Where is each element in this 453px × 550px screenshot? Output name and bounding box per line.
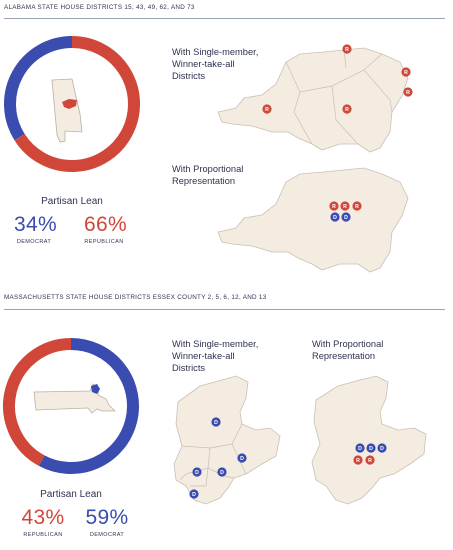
svg-text:D: D: [333, 215, 337, 221]
district-map-proportional-alabama: R R RD D: [217, 167, 409, 273]
republican-seat-marker: R: [365, 455, 375, 465]
section-title-massachusetts: MASSACHUSETTS STATE HOUSE DISTRICTS ESSE…: [4, 294, 267, 301]
republican-seat-marker: R: [352, 201, 362, 211]
republican-seat-marker: R: [340, 201, 350, 211]
district-map-single-member-massachusetts: D D D D D: [173, 375, 281, 505]
district-map-single-member-alabama: R R R R R: [217, 44, 413, 153]
map-title-line: With Single-member,: [172, 47, 259, 57]
map-title-line: Representation: [312, 351, 376, 361]
svg-text:R: R: [345, 47, 349, 53]
section-divider: [4, 18, 445, 19]
district-region: [217, 47, 409, 153]
democrat-seat-marker: D: [377, 443, 387, 453]
highlighted-districts-region: [91, 384, 100, 394]
democrat-label: DEMOCRAT: [16, 239, 52, 245]
democrat-label: DEMOCRAT: [89, 532, 125, 538]
donut-slice-democrat: [38, 338, 139, 474]
republican-percentage: 43%: [21, 506, 65, 529]
district-map-proportional-massachusetts: D D DR R: [311, 375, 427, 505]
map-title-proportional-alabama: With Proportional Representation: [172, 163, 312, 187]
map-title-single-member-massachusetts: With Single-member, Winner-take-all Dist…: [172, 338, 312, 374]
svg-text:R: R: [356, 458, 360, 464]
svg-text:R: R: [343, 204, 347, 210]
republican-seat-marker: R: [342, 44, 352, 54]
democrat-seat-marker: D: [189, 489, 199, 499]
republican-seat-marker: R: [403, 87, 413, 97]
svg-text:D: D: [369, 446, 373, 452]
donut-slice-republican: [14, 36, 140, 172]
svg-text:D: D: [380, 446, 384, 452]
democrat-seat-marker: D: [341, 212, 351, 222]
partisan-lean-title: Partisan Lean: [41, 196, 103, 207]
alabama-state-outline: [51, 78, 83, 143]
district-region: [173, 375, 281, 505]
svg-text:R: R: [345, 107, 349, 113]
donut-slice-republican: [3, 338, 72, 466]
map-title-line: Representation: [172, 176, 236, 186]
district-boundary: [285, 49, 393, 145]
massachusetts-state-outline: [33, 383, 116, 414]
democrat-percentage: 59%: [85, 506, 129, 529]
democrat-seat-marker: D: [217, 467, 227, 477]
partisan-lean-title: Partisan Lean: [40, 489, 102, 500]
map-title-proportional-massachusetts: With Proportional Representation: [312, 338, 452, 362]
democrat-seat-marker: D: [330, 212, 340, 222]
svg-text:R: R: [368, 458, 372, 464]
republican-seat-marker: R: [353, 455, 363, 465]
democrat-percentage: 34%: [14, 213, 57, 236]
svg-text:D: D: [358, 446, 362, 452]
republican-label: REPUBLICAN: [84, 239, 124, 245]
republican-seat-marker: R: [342, 104, 352, 114]
republican-seat-marker: R: [329, 201, 339, 211]
map-title-line: With Proportional: [312, 339, 384, 349]
svg-text:D: D: [220, 470, 224, 476]
map-title-single-member-alabama: With Single-member, Winner-take-all Dist…: [172, 46, 312, 82]
donut-slice-democrat: [4, 36, 73, 141]
map-title-line: With Single-member,: [172, 339, 259, 349]
map-title-line: Districts: [172, 71, 206, 81]
svg-text:R: R: [404, 70, 408, 76]
republican-seat-marker: R: [262, 104, 272, 114]
map-title-line: Districts: [172, 363, 206, 373]
svg-text:D: D: [214, 420, 218, 426]
svg-text:D: D: [195, 470, 199, 476]
district-region: [311, 375, 427, 505]
partisan-lean-donut-alabama: [4, 36, 140, 172]
map-title-line: Winner-take-all: [172, 59, 235, 69]
democrat-seat-marker: D: [192, 467, 202, 477]
svg-text:R: R: [265, 107, 269, 113]
map-title-line: Winner-take-all: [172, 351, 235, 361]
republican-label: REPUBLICAN: [23, 532, 63, 538]
svg-text:R: R: [406, 90, 410, 96]
map-title-line: With Proportional: [172, 164, 244, 174]
svg-text:R: R: [332, 204, 336, 210]
district-region: [217, 167, 409, 273]
democrat-seat-marker: D: [366, 443, 376, 453]
svg-text:D: D: [240, 456, 244, 462]
democrat-seat-marker: D: [355, 443, 365, 453]
partisan-lean-donut-massachusetts: [3, 338, 139, 474]
svg-text:R: R: [355, 204, 359, 210]
svg-text:D: D: [192, 492, 196, 498]
republican-seat-marker: R: [401, 67, 411, 77]
democrat-seat-marker: D: [237, 453, 247, 463]
svg-text:D: D: [344, 215, 348, 221]
republican-percentage: 66%: [84, 213, 127, 236]
democrat-seat-marker: D: [211, 417, 221, 427]
section-divider: [4, 309, 445, 310]
highlighted-districts-region: [62, 99, 77, 109]
section-title-alabama: ALABAMA STATE HOUSE DISTRICTS 15, 43, 49…: [4, 4, 195, 11]
